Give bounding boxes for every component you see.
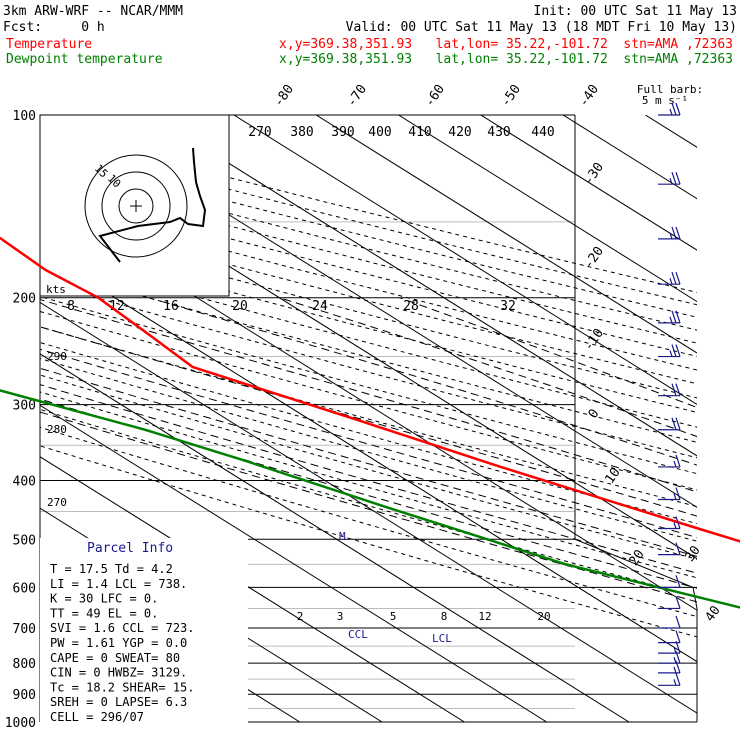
parcel-info-row: SVI = 1.6 CCL = 723. (50, 621, 195, 635)
parcel-info-row: LI = 1.4 LCL = 738. (50, 577, 187, 591)
theta-label: 420 (448, 125, 471, 140)
hodograph-speed-label: 8 (67, 299, 75, 314)
legend-temperature-location: x,y=369.38,351.93 lat,lon= 35.22,-101.72… (279, 37, 733, 52)
theta-label: 280 (47, 423, 67, 436)
isotherm-label: -70 (344, 82, 370, 110)
isotherm-label: 20 (626, 547, 647, 568)
wind-barb (658, 455, 680, 467)
isotherm-label: -20 (581, 244, 607, 272)
mixing-ratio-label: 3 (337, 610, 344, 623)
isotherm-label: 30 (682, 543, 703, 564)
annotation-lcl: LCL (432, 632, 452, 645)
isotherm-label: -40 (576, 82, 602, 110)
theta-label: 270 (47, 496, 67, 509)
theta-label: 430 (487, 125, 510, 140)
parcel-info-row: CELL = 296/07 (50, 710, 144, 724)
moist-adiabat (400, 298, 740, 722)
model-title: 3km ARW-WRF -- NCAR/MMM (3, 4, 183, 19)
theta-label: 410 (408, 125, 431, 140)
wind-barb (658, 616, 680, 628)
isotherm-label: 10 (602, 465, 623, 486)
hodograph-speed-label: 24 (312, 299, 328, 314)
pressure-tick-label: 200 (13, 292, 36, 307)
init-time: Init: 00 UTC Sat 11 May 13 (534, 4, 738, 19)
moist-adiabat (279, 298, 740, 722)
parcel-info-row: Tc = 18.2 SHEAR= 15. (50, 680, 195, 694)
isotherm (234, 115, 740, 722)
theta-label: 380 (290, 125, 313, 140)
wind-barb (658, 172, 680, 184)
parcel-info-row: T = 17.5 Td = 4.2 (50, 562, 173, 576)
parcel-info-title: Parcel Info (87, 541, 173, 556)
isotherm-label: -80 (271, 82, 297, 110)
legend-dewpoint: Dewpoint temperature (6, 52, 163, 67)
forecast-hour: Fcst: 0 h (3, 20, 105, 35)
isotherm (563, 115, 740, 722)
legend-dewpoint-location: x,y=369.38,351.93 lat,lon= 35.22,-101.72… (279, 52, 733, 67)
annotation-ccl: CCL (348, 628, 368, 641)
isotherm (399, 115, 740, 722)
wind-barb (658, 673, 680, 685)
theta-label: 390 (331, 125, 354, 140)
valid-time: Valid: 00 UTC Sat 11 May 13 (18 MDT Fri … (346, 20, 737, 35)
mixing-ratio-label: 5 (390, 610, 397, 623)
barb-legend-line2: 5 m s⁻¹ (642, 94, 688, 107)
pressure-tick-label: 100 (13, 109, 36, 124)
isotherm-label: 0 (586, 406, 603, 421)
pressure-tick-label: 300 (13, 399, 36, 414)
legend-temperature: Temperature (6, 37, 92, 52)
parcel-info-row: PW = 1.61 YGP = 0.0 (50, 636, 187, 650)
mixing-ratio-label: 2 (297, 610, 304, 623)
parcel-info-row: CAPE = 0 SWEAT= 80 (50, 651, 180, 665)
pressure-tick-label: 1000 (5, 716, 36, 731)
wind-barb (658, 345, 680, 357)
parcel-info-row: TT = 49 EL = 0. (50, 606, 158, 620)
pressure-tick-label: 900 (13, 688, 36, 703)
theta-label: 270 (248, 125, 271, 140)
theta-label: 400 (368, 125, 391, 140)
theta-label: 440 (531, 125, 554, 140)
hodograph-speed-label: 32 (500, 299, 516, 314)
wind-barb (658, 311, 680, 323)
wind-barb (658, 384, 680, 396)
parcel-info-row: CIN = 0 HWBZ= 3129. (50, 666, 187, 680)
pressure-tick-label: 600 (13, 581, 36, 596)
pressure-tick-label: 700 (13, 622, 36, 637)
wind-barb (658, 631, 680, 643)
hodograph-speed-label: 20 (232, 299, 248, 314)
isotherm-label: -10 (581, 326, 607, 354)
wind-barb (658, 272, 680, 284)
hodograph-kts-label: kts (46, 283, 66, 296)
isotherm-label: -50 (498, 82, 524, 110)
mixing-ratio-label: 8 (441, 610, 448, 623)
isotherm (481, 115, 740, 722)
parcel-info-rows: T = 17.5 Td = 4.2LI = 1.4 LCL = 738.K = … (50, 562, 195, 724)
hodograph-speed-label: 16 (163, 299, 179, 314)
hodograph-speed-label: 28 (403, 299, 419, 314)
pressure-tick-label: 500 (13, 533, 36, 548)
isotherm-label: -30 (581, 160, 607, 188)
theta-label: 290 (47, 350, 67, 363)
wind-barbs (658, 103, 680, 685)
parcel-info-row: SREH = 0 LAPSE= 6.3 (50, 695, 187, 709)
mixing-ratio-label: 20 (537, 610, 550, 623)
pressure-tick-label: 400 (13, 474, 36, 489)
annotation-m: M (339, 530, 346, 543)
isotherm-label: 40 (702, 603, 723, 624)
pressure-tick-label: 800 (13, 657, 36, 672)
isotherm (645, 115, 740, 722)
mixing-ratio-label: 12 (478, 610, 491, 623)
parcel-info-row: K = 30 LFC = 0. (50, 592, 158, 606)
isotherm-label: -60 (422, 82, 448, 110)
